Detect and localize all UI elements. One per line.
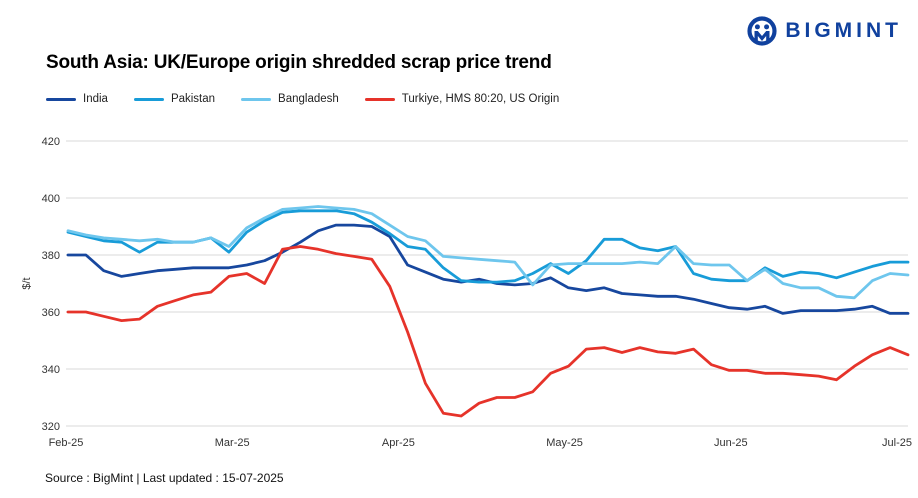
legend-label: India [83, 93, 108, 105]
series-line-india [66, 223, 910, 315]
legend-swatch [364, 97, 395, 101]
series-line-turkiye [66, 245, 910, 418]
legend-swatch [46, 97, 76, 101]
legend-item-bangladesh[interactable]: Bangladesh [241, 93, 339, 105]
series-line-pakistan [66, 209, 910, 284]
legend-swatch [133, 97, 164, 101]
y-axis-label: $/t [21, 277, 33, 289]
y-tick-320: 320 [42, 421, 60, 433]
legend-label: Pakistan [170, 93, 216, 105]
legend-item-turkiye[interactable]: Turkiye, HMS 80:20, US Origin [364, 93, 560, 105]
brand-name: BIGMINT [785, 19, 902, 42]
x-tick-Jun-25: Jun-25 [714, 437, 748, 449]
y-tick-360: 360 [42, 307, 60, 319]
price-trend-chart: 420 400 380 360 340 320 $/t Feb-25 Mar-25 Apr-25 M… [21, 136, 912, 449]
bigmint-monogram-icon [747, 16, 777, 46]
x-tick-Feb-25: Feb-25 [49, 437, 84, 449]
x-tick-Apr-25: Apr-25 [382, 437, 415, 449]
y-tick-420: 420 [42, 136, 60, 148]
legend-item-india[interactable]: India [46, 93, 108, 105]
bigmint-logo: BIGMINT [747, 16, 902, 46]
x-tick-Jul-25: Jul-25 [882, 437, 912, 449]
legend-label: Bangladesh [278, 93, 339, 105]
x-tick-May-25: May-25 [546, 437, 583, 449]
source-note: Source : BigMint | Last updated : 15-07-… [45, 471, 284, 485]
legend-label: Turkiye, HMS 80:20, US Origin [401, 93, 560, 105]
legend-swatch [241, 97, 272, 101]
y-tick-340: 340 [42, 364, 60, 376]
y-tick-380: 380 [42, 250, 60, 262]
series-line-bangladesh [66, 205, 910, 300]
x-tick-Mar-25: Mar-25 [215, 437, 250, 449]
chart-legend: India Pakistan Bangladesh Turkiye, HMS 80:2… [46, 93, 559, 105]
page-title: South Asia: UK/Europe origin shredded sc… [46, 52, 552, 73]
legend-item-pakistan[interactable]: Pakistan [133, 93, 216, 105]
y-tick-400: 400 [42, 193, 60, 205]
